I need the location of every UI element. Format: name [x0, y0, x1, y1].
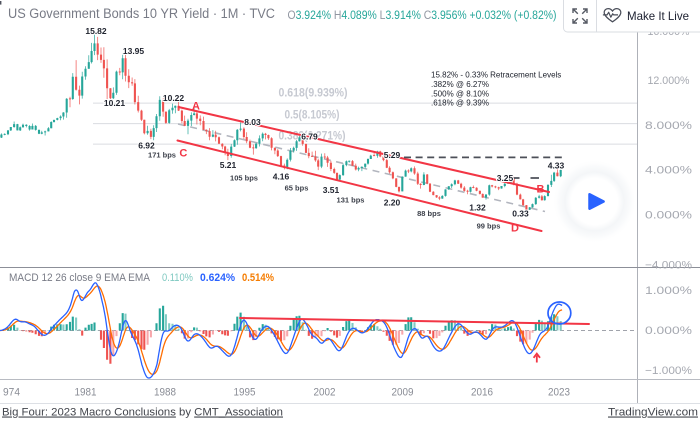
svg-text:TradingView.com: TradingView.com [608, 407, 698, 419]
svg-text:US Government Bonds 10 YR Yiel: US Government Bonds 10 YR Yield · 1M · T… [8, 6, 275, 21]
svg-text:3.51: 3.51 [323, 185, 340, 195]
svg-text:0.624%: 0.624% [200, 272, 235, 284]
svg-text:Big Four: 2023 Macro Conclusio: Big Four: 2023 Macro Conclusions by CMT_… [2, 407, 283, 419]
svg-text:Make It Live: Make It Live [627, 9, 689, 23]
svg-text:1995: 1995 [234, 387, 256, 399]
svg-text:.618% @ 9.39%: .618% @ 9.39% [431, 99, 489, 108]
svg-text:105 bps: 105 bps [230, 174, 258, 183]
svg-text:−4.000%: −4.000% [645, 260, 692, 272]
svg-text:8.000%: 8.000% [645, 120, 692, 132]
svg-text:−1.000%: −1.000% [645, 365, 692, 377]
svg-text:15.82% - 0.33% Retracement Lev: 15.82% - 0.33% Retracement Levels [431, 71, 561, 80]
svg-text:65 bps: 65 bps [285, 184, 309, 193]
svg-text:5.21: 5.21 [220, 160, 237, 170]
svg-text:.500% @ 8.10%: .500% @ 8.10% [431, 89, 489, 98]
svg-text:6.79: 6.79 [301, 132, 318, 142]
svg-text:2023: 2023 [548, 387, 570, 399]
svg-text:C: C [179, 148, 187, 160]
svg-text:88 bps: 88 bps [417, 209, 441, 218]
svg-text:1988: 1988 [154, 387, 176, 399]
svg-text:99 bps: 99 bps [477, 222, 501, 231]
svg-text:2009: 2009 [392, 387, 414, 399]
svg-text:0.5(8.105%): 0.5(8.105%) [285, 110, 340, 122]
svg-text:.382% @ 6.27%: .382% @ 6.27% [431, 80, 489, 89]
svg-text:MACD 12 26 close 9 EMA EMA: MACD 12 26 close 9 EMA EMA [9, 272, 151, 284]
svg-text:15.82: 15.82 [85, 26, 107, 36]
svg-text:4.16: 4.16 [273, 172, 290, 182]
svg-text:10.22: 10.22 [163, 93, 185, 103]
svg-text:2.20: 2.20 [384, 198, 401, 208]
svg-text:974: 974 [3, 387, 20, 399]
svg-text:1.32: 1.32 [469, 203, 486, 213]
svg-text:131 bps: 131 bps [337, 196, 365, 205]
svg-text:2002: 2002 [314, 387, 336, 399]
svg-text:8.03: 8.03 [244, 117, 261, 127]
svg-text:0.33: 0.33 [512, 209, 529, 219]
svg-text:A: A [192, 101, 200, 113]
svg-text:O3.924% H4.089% L3.914% C3.956: O3.924% H4.089% L3.914% C3.956% +0.032% … [288, 10, 557, 22]
svg-text:D: D [511, 223, 519, 235]
svg-text:0.000%: 0.000% [645, 325, 692, 337]
svg-text:13.95: 13.95 [123, 46, 145, 56]
svg-text:3.25: 3.25 [497, 173, 514, 183]
svg-text:2016: 2016 [471, 387, 493, 399]
svg-text:5.29: 5.29 [384, 150, 401, 160]
svg-text:10.21: 10.21 [104, 98, 126, 108]
svg-text:B: B [537, 184, 545, 196]
svg-text:6.92: 6.92 [138, 141, 155, 151]
svg-text:12.000%: 12.000% [648, 75, 690, 87]
svg-text:0.110%: 0.110% [162, 272, 193, 284]
svg-text:0.000%: 0.000% [645, 209, 692, 221]
svg-text:0.618(9.939%): 0.618(9.939%) [279, 88, 348, 100]
svg-text:0.514%: 0.514% [242, 272, 274, 284]
svg-text:4.000%: 4.000% [645, 165, 692, 177]
svg-text:1981: 1981 [75, 387, 97, 399]
svg-text:171 bps: 171 bps [148, 151, 176, 160]
svg-text:1.000%: 1.000% [645, 285, 692, 297]
svg-text:4.33: 4.33 [548, 161, 565, 171]
